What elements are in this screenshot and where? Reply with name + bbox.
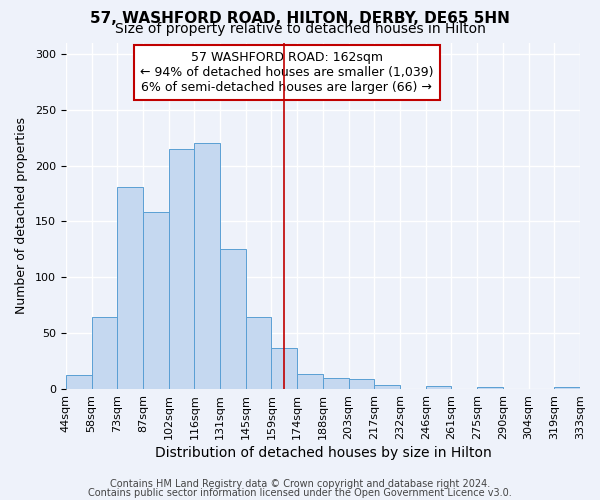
Text: 57 WASHFORD ROAD: 162sqm
← 94% of detached houses are smaller (1,039)
6% of semi: 57 WASHFORD ROAD: 162sqm ← 94% of detach…	[140, 51, 434, 94]
Text: Size of property relative to detached houses in Hilton: Size of property relative to detached ho…	[115, 22, 485, 36]
Bar	[297, 374, 323, 389]
Bar	[169, 148, 194, 389]
Bar	[349, 379, 374, 389]
Bar	[374, 384, 400, 389]
Text: 57, WASHFORD ROAD, HILTON, DERBY, DE65 5HN: 57, WASHFORD ROAD, HILTON, DERBY, DE65 5…	[90, 11, 510, 26]
Bar	[117, 187, 143, 389]
Bar	[194, 143, 220, 389]
Bar	[246, 316, 271, 389]
Bar	[143, 212, 169, 389]
Text: Contains HM Land Registry data © Crown copyright and database right 2024.: Contains HM Land Registry data © Crown c…	[110, 479, 490, 489]
Bar	[554, 387, 580, 389]
Bar	[66, 374, 92, 389]
X-axis label: Distribution of detached houses by size in Hilton: Distribution of detached houses by size …	[155, 446, 491, 460]
Text: Contains public sector information licensed under the Open Government Licence v3: Contains public sector information licen…	[88, 488, 512, 498]
Bar	[92, 316, 117, 389]
Bar	[271, 348, 297, 389]
Bar	[220, 250, 246, 389]
Bar	[426, 386, 451, 389]
Bar	[477, 387, 503, 389]
Y-axis label: Number of detached properties: Number of detached properties	[15, 118, 28, 314]
Bar	[323, 378, 349, 389]
